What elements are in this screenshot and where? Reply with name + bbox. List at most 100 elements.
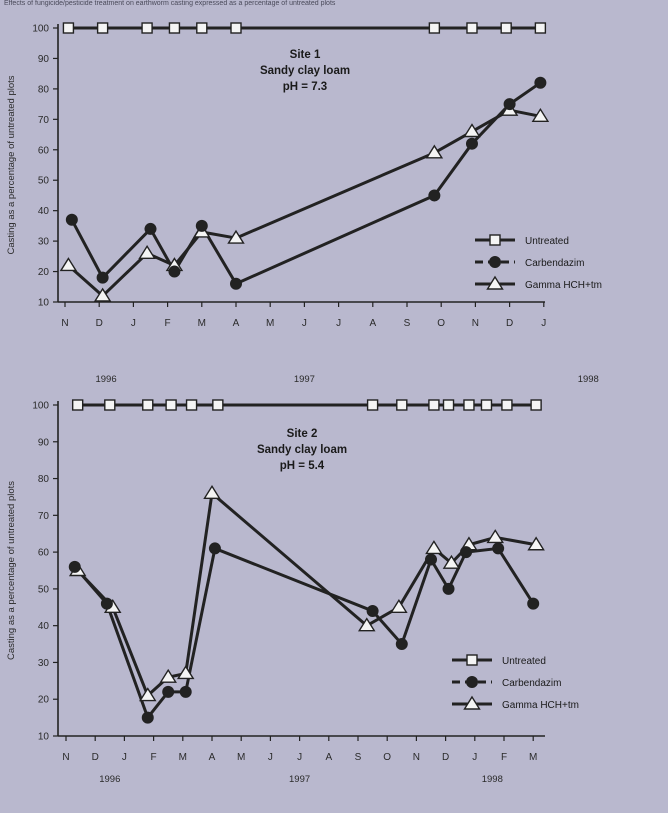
figure-caption: Effects of fungicide/pesticide treatment… [4, 0, 336, 7]
data-point-circle [162, 685, 175, 698]
chart-title-line: pH = 5.4 [280, 460, 325, 472]
chart-title-line: Sandy clay loam [260, 65, 350, 77]
x-tick-label: D [92, 752, 99, 763]
data-point-circle [465, 137, 478, 150]
x-tick-label: A [209, 752, 216, 763]
legend-label: Carbendazim [525, 258, 584, 269]
series-line-carbendazim [70, 81, 542, 286]
data-point-circle [489, 256, 501, 268]
x-tick-label: M [198, 318, 206, 329]
legend-label: Untreated [525, 236, 569, 247]
data-point-square [366, 399, 379, 411]
x-tick-label: N [413, 752, 420, 763]
year-label: 1996 [95, 374, 116, 385]
data-point-square [168, 22, 181, 34]
y-tick-label: 80 [38, 474, 50, 485]
y-tick-label: 40 [38, 621, 50, 632]
legend-label: Carbendazim [502, 678, 561, 689]
data-point-circle [492, 542, 505, 555]
data-point-square [104, 399, 116, 411]
y-tick-label: 90 [38, 437, 50, 448]
data-point-triangle [442, 554, 461, 569]
legend-label: Gamma HCH+tm [525, 280, 602, 291]
x-tick-label: S [355, 752, 362, 763]
data-point-triangle [390, 598, 408, 613]
data-point-circle [230, 277, 242, 290]
y-tick-label: 20 [38, 267, 50, 278]
y-tick-label: 10 [38, 298, 50, 309]
data-point-square [165, 399, 177, 411]
x-tick-label: D [442, 752, 449, 763]
data-point-circle [100, 597, 113, 610]
data-point-square [71, 399, 84, 411]
x-tick-label: J [122, 752, 127, 763]
data-point-triangle [93, 287, 112, 302]
data-point-square [463, 399, 475, 411]
year-label: 1996 [99, 774, 120, 785]
year-label: 1998 [578, 374, 599, 385]
chart-site-2: 10 20 30 40 50 60 70 80 90 100 N D J F M A M J J A S O N D J F M 19… [6, 399, 579, 785]
x-tick-label: A [233, 318, 240, 329]
data-point-triangle [463, 695, 481, 710]
data-point-square [500, 22, 512, 34]
data-point-square [466, 654, 478, 666]
x-tick-label: F [165, 318, 171, 329]
data-point-triangle [463, 123, 481, 138]
data-point-square [489, 234, 501, 246]
y-tick-label: 60 [38, 145, 50, 156]
x-tick-label: J [302, 318, 307, 329]
chart-title-line: Sandy clay loam [257, 444, 347, 456]
data-point-circle [195, 219, 208, 232]
x-tick-label: M [237, 752, 245, 763]
data-point-circle [65, 213, 78, 226]
y-tick-label: 50 [38, 584, 50, 595]
y-tick-label: 70 [38, 115, 50, 126]
data-point-square [428, 22, 441, 34]
data-point-square [501, 399, 513, 411]
x-tick-label: N [472, 318, 479, 329]
data-point-square [480, 399, 493, 411]
chart-title-line: Site 1 [290, 49, 321, 61]
x-tick-label: D [96, 318, 103, 329]
data-point-circle [503, 98, 516, 111]
data-point-circle [68, 560, 81, 573]
x-tick-label: A [325, 752, 332, 763]
data-point-square [230, 22, 242, 34]
data-point-square [62, 22, 75, 34]
series-line-gamma-hch-tm [67, 108, 541, 298]
x-tick-label: J [472, 752, 477, 763]
y-tick-label: 70 [38, 511, 50, 522]
x-tick-label: J [131, 318, 136, 329]
data-point-circle [208, 542, 221, 555]
x-tick-label: S [404, 318, 411, 329]
data-point-square [530, 399, 542, 411]
data-point-circle [534, 76, 547, 89]
y-tick-label: 100 [32, 24, 49, 35]
data-point-square [141, 22, 153, 34]
data-point-square [396, 399, 408, 411]
y-tick-label: 40 [38, 206, 50, 217]
y-tick-label: 30 [38, 237, 50, 248]
data-point-circle [442, 582, 455, 595]
legend-label: Untreated [502, 656, 546, 667]
x-tick-label: J [541, 318, 546, 329]
data-point-circle [366, 604, 379, 617]
data-point-square [96, 22, 109, 34]
data-point-triangle [527, 536, 545, 551]
data-point-triangle [425, 540, 443, 555]
data-point-circle [395, 638, 408, 651]
data-point-triangle [138, 687, 157, 702]
x-tick-label: J [268, 752, 273, 763]
x-tick-label: N [62, 752, 69, 763]
data-point-square [142, 399, 154, 411]
data-point-circle [179, 685, 192, 698]
data-point-square [196, 22, 208, 34]
data-point-square [466, 22, 478, 34]
y-tick-label: 10 [38, 732, 50, 743]
y-tick-label: 100 [32, 401, 49, 412]
data-point-circle [428, 189, 441, 202]
chart-site-1: 10 20 30 40 50 60 70 80 90 100 N D J F M A M J J A S O N D J 1996… [6, 22, 602, 385]
data-point-triangle [486, 529, 505, 544]
x-tick-label: M [266, 318, 274, 329]
x-tick-label: F [501, 752, 507, 763]
